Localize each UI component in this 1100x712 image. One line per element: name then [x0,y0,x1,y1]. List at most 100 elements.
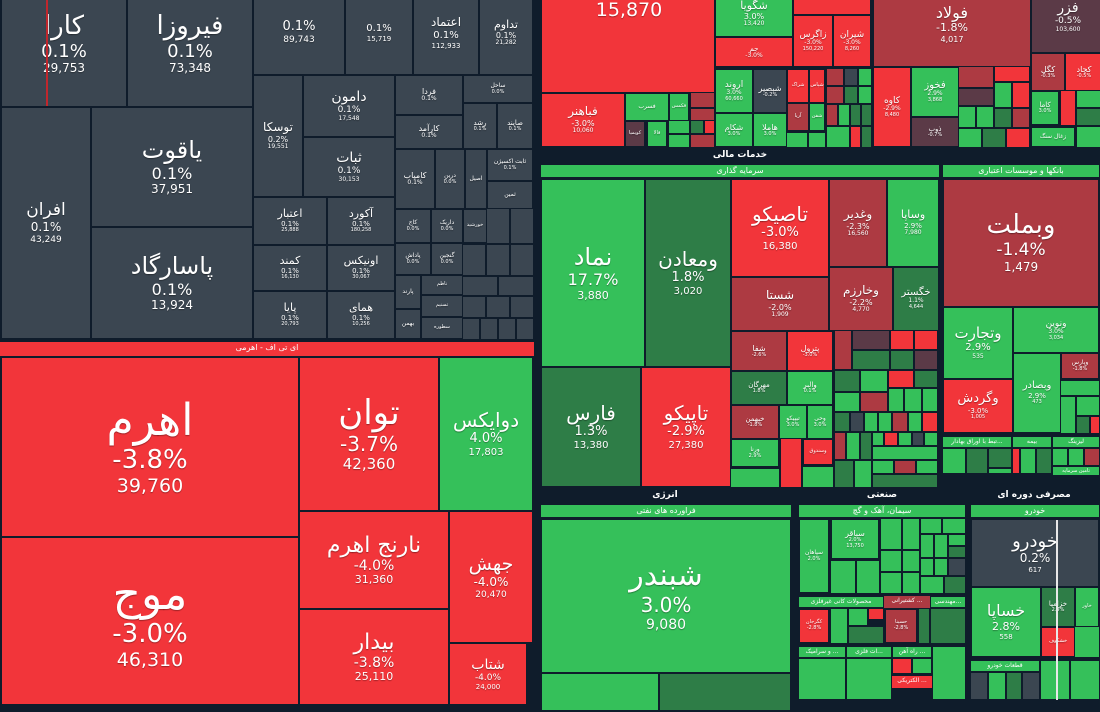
tile-onyx[interactable]: اونیکس 0.1% 30,067 [326,244,396,292]
mini-tile[interactable] [944,576,966,594]
tile-khodro[interactable]: خودرو 0.2% 617 [970,518,1100,588]
mini-tile[interactable] [486,208,510,244]
mini-tile[interactable] [898,432,912,446]
mini-tile[interactable] [902,572,920,594]
mini-tile[interactable] [848,626,884,644]
mini-tile[interactable] [808,132,826,148]
mini-tile[interactable] [872,446,938,460]
tile-vagardesh[interactable]: وگردش -3.0% 1,005 [942,378,1014,434]
mini-tile[interactable] [924,432,938,446]
mini-tile[interactable] [798,658,846,700]
mini-tile[interactable] [834,460,854,488]
sector-header-electrical[interactable]: ... الکتریکی [892,676,932,688]
mini-tile[interactable] [830,560,856,594]
mini-tile[interactable] [540,672,660,712]
mini-tile[interactable] [942,518,966,534]
mini-tile[interactable] [948,558,966,576]
mini-tile[interactable] [988,468,1012,474]
tile-shetab[interactable]: شتاب -4.0% 24,000 [448,642,528,706]
tile-vaparis[interactable]: وپارس -1.8% [1060,352,1100,380]
tile-kara[interactable]: کارا 0.1% 29,753 [0,0,128,108]
tile-sayed[interactable]: صایند 0.1% [496,102,534,150]
mini-tile[interactable] [892,412,908,432]
mini-tile[interactable] [860,370,888,392]
mini-tile[interactable] [861,126,872,148]
tile-kaj[interactable]: کاج 0.0% [394,208,432,244]
sector-header-railway[interactable]: ... راه آهن [892,646,932,658]
sector-header-etf-leverage[interactable]: ای تی اف - اهرمی [0,342,534,356]
mini-tile[interactable] [834,412,850,432]
tile-fund-4[interactable]: 0.1% 15,719 [344,0,414,76]
mini-tile[interactable] [850,412,864,432]
tile-fund-3[interactable]: 0.1% 89,743 [252,0,346,76]
mini-tile[interactable] [1040,660,1070,700]
mini-tile[interactable] [510,208,534,244]
mini-tile[interactable] [1022,672,1040,700]
mini-tile[interactable] [920,576,944,594]
mini-tile[interactable] [780,438,802,488]
tile-kamand[interactable]: کمند 0.1% 16,130 [252,244,328,292]
mini-tile[interactable] [858,68,872,86]
mini-tile[interactable] [860,432,872,460]
mini-tile[interactable] [948,534,966,546]
mini-tile[interactable] [930,608,966,644]
mini-tile[interactable] [1076,416,1090,434]
tile-kaveh-mini[interactable]: کویمیا [624,120,646,148]
mini-tile[interactable] [958,128,982,148]
mini-tile[interactable] [462,276,498,296]
mini-tile[interactable] [858,86,872,104]
sector-header-capital-provision[interactable]: تامین سرمایه [1052,466,1100,476]
tile-kama[interactable]: کاما 3.0% [1030,90,1060,126]
tile-tavan[interactable]: توان -3.7% 42,360 [298,356,440,512]
mini-tile[interactable] [880,550,902,572]
tile-hamla[interactable]: هاملا 3.0% [752,112,788,148]
tile-asil[interactable]: اصیل [464,148,488,210]
mini-tile[interactable] [902,550,920,572]
mini-tile[interactable] [852,350,890,370]
tile-khorshid[interactable]: خورشید [462,208,488,244]
tile-mowj[interactable]: موج -3.0% 46,310 [0,536,300,706]
tile-tapico[interactable]: تاپیکو -2.9% 27,380 [640,366,732,488]
mini-tile[interactable] [838,104,850,126]
tile-bahman[interactable]: بهمن [394,308,422,340]
tile-kegol[interactable]: کگل -0.3% [1030,52,1066,92]
mini-tile[interactable] [850,104,861,126]
sector-header-investment[interactable]: سرمایه گذاری [540,164,940,178]
mini-tile[interactable] [880,572,902,594]
mini-tile[interactable] [1012,108,1030,128]
mini-tile[interactable] [850,126,861,148]
tile-parand[interactable]: پارند [394,274,422,310]
mini-tile[interactable] [844,68,858,86]
mini-tile[interactable] [480,318,498,340]
mini-tile[interactable] [846,658,892,700]
tile-pasargad[interactable]: پاسارگاد 0.1% 13,924 [90,226,254,340]
mini-tile[interactable] [860,392,888,412]
mini-tile[interactable] [922,412,938,432]
sector-header-cement[interactable]: سیمان، آهک و گچ [798,504,966,518]
mini-tile[interactable] [868,608,884,620]
mini-tile[interactable] [988,672,1006,700]
mini-tile[interactable] [1020,448,1036,474]
tile-ahrom[interactable]: اهرم -3.8% 39,760 [0,356,300,538]
tile-shakam[interactable]: شکام 3.0% [714,112,754,148]
mini-tile[interactable] [922,388,938,412]
mini-tile[interactable] [878,412,892,432]
tile-foolad[interactable]: فولاد -1.8% 4,017 [872,0,1032,68]
tile-vebmelat[interactable]: وبملت -1.4% 1,479 [942,178,1100,308]
tile-shebasir[interactable]: شبصیر -0.2% [752,68,788,114]
tile-fezar[interactable]: فزر -0.5% 103,600 [1030,0,1100,54]
mini-tile[interactable] [890,350,914,370]
mini-tile[interactable] [958,66,994,88]
tile-fasrab[interactable]: فسرب [624,92,670,122]
tile-sabet-akseer[interactable]: ثابت اکسیژن 0.1% [486,148,534,182]
mini-tile[interactable] [934,534,948,558]
mini-tile[interactable] [916,460,938,474]
tile-mehregan[interactable]: مهرگان 1.8% [730,370,788,406]
tile-sharak[interactable]: شراک [786,68,810,104]
tile-damoon[interactable]: دامون 0.1% 17,548 [302,74,396,138]
tile-shafa[interactable]: شفا -2.6% [730,330,788,372]
tile-shefan[interactable]: شفن [808,102,826,132]
mini-tile[interactable] [830,608,848,644]
tile-kechad[interactable]: کچاد -0.5% [1064,52,1100,92]
mini-tile[interactable] [510,296,534,318]
